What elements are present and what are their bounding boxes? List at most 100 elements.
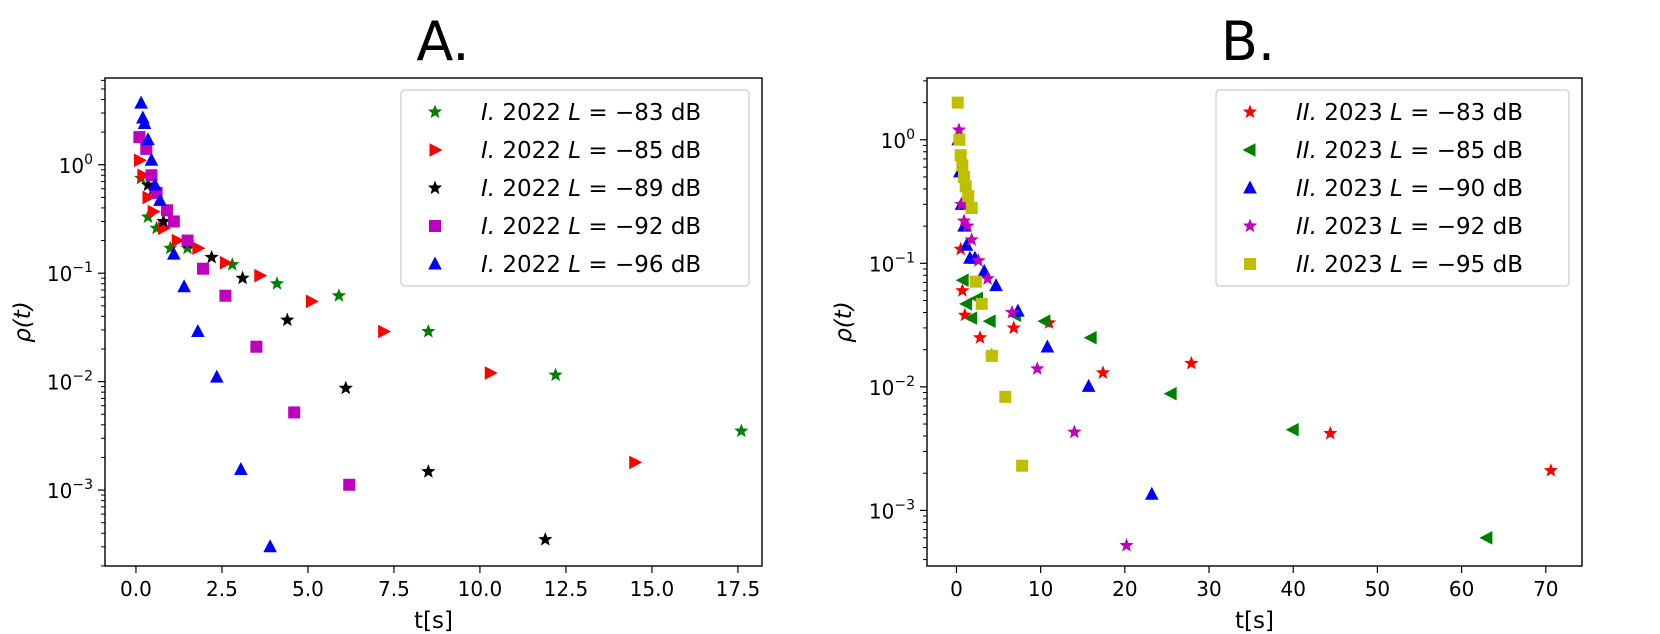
data-point [280,312,295,327]
data-point [955,283,970,297]
data-point [142,190,156,205]
data-point [980,271,995,285]
legend: II. 2023 L = −83 dB II. 2023 L = −85 dB II… [1215,89,1570,287]
y-tick-label: 10−3 [869,497,915,523]
plot-frame [104,77,763,567]
y-tick-label: 100 [881,127,915,153]
data-point [225,257,240,271]
x-axis-label: t[s] [1235,608,1274,634]
data-point [197,262,210,275]
data-point [421,464,436,478]
legend-entry: I. 2022 L = −83 dB [481,100,701,126]
legend-entry: II. 2023 L = −85 dB [1296,138,1523,164]
panel-b-chart: B. 0 10 20 30 40 50 60 70 100 10−1 10−2 10−3 t[s] ρ(t)… [831,10,1583,634]
legend-entry: II. 2023 L = −90 dB [1296,176,1523,202]
legend-entry: I. 2022 L = −96 dB [481,252,701,278]
data-point [180,240,195,255]
legend-marker [427,180,443,195]
data-point [163,240,178,255]
data-point [1006,320,1021,334]
data-point [1119,537,1134,552]
legend-box [400,89,750,287]
data-point [171,233,185,248]
data-point [167,215,180,228]
data-point [956,213,972,228]
data-point [269,276,285,290]
x-tick-label: 12.5 [544,577,589,601]
data-point [331,288,347,302]
data-point [144,152,159,166]
data-point [1543,463,1558,477]
data-point [969,275,982,288]
data-point [250,340,263,353]
data-point [192,241,206,256]
data-point [1479,531,1493,545]
legend: I. 2022 L = −83 dB I. 2022 L = −85 dB I. 2… [400,89,750,287]
data-point [204,249,219,264]
data-point [153,192,167,206]
data-point [964,232,979,246]
data-point [985,349,998,362]
data-point [734,423,749,438]
legend-box [1215,89,1570,287]
data-point [1030,361,1045,375]
legend-marker [1243,180,1257,194]
x-tick-label: 40 [1281,577,1306,601]
data-point [234,461,248,475]
data-point [975,297,988,310]
data-point [1067,424,1082,439]
legend-entry: II. 2023 L = −95 dB [1296,252,1523,278]
data-point [1095,365,1111,379]
series-i-2022-92-db [133,131,356,491]
data-point [1083,330,1097,345]
data-point [137,116,152,130]
legend-marker [1242,104,1258,119]
data-point [191,323,205,337]
data-point [957,307,973,322]
data-point [964,311,978,325]
y-tick-label: 10−2 [869,374,915,400]
data-point [954,149,967,162]
data-point [209,369,224,383]
legend-entry: II. 2023 L = −92 dB [1296,214,1523,240]
data-point [219,255,233,270]
y-tick-label: 10−2 [47,369,93,395]
data-point [378,324,392,339]
data-point [133,153,147,168]
data-point [982,314,996,328]
data-point [149,220,164,235]
data-point [959,237,974,251]
data-point [955,273,969,288]
x-tick-label: 0 [950,577,963,601]
data-point [965,202,978,215]
plot-frame [926,77,1583,567]
data-point [254,268,268,283]
data-point [177,279,191,293]
data-point [951,96,964,109]
x-tick-label: 0.0 [120,577,152,601]
legend-marker [429,220,441,232]
data-point [181,234,194,247]
data-point [137,168,151,183]
data-point [1004,304,1020,319]
panel-title: A. [416,10,469,73]
data-point [343,478,356,491]
x-tick-label: 15.0 [630,577,675,601]
data-point [960,218,975,233]
data-point [953,241,968,256]
data-point [145,169,158,182]
y-axis-label: ρ(t) [831,301,857,343]
data-point [263,539,277,553]
data-point [1040,339,1055,353]
series-ii-2023-90-db [951,132,1159,500]
x-tick-label: 10 [1028,577,1053,601]
data-point [1323,425,1338,440]
series-i-2022-96-db [134,95,277,553]
data-point [160,204,173,217]
data-point [548,367,563,382]
data-point [956,159,969,172]
data-point [1184,355,1199,370]
data-point [166,246,181,260]
data-point [959,297,973,311]
x-tick-label: 17.5 [716,577,761,601]
